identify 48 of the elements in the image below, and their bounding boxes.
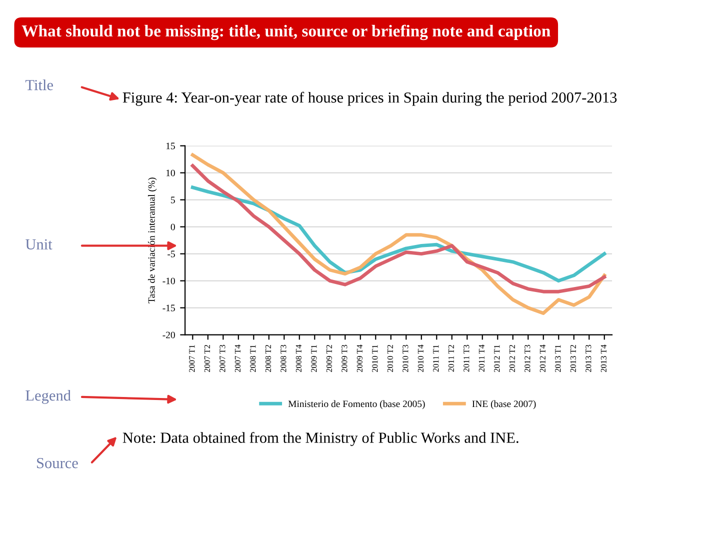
legend-label: Ministerio de Fomento (base 2005) <box>288 400 425 410</box>
x-tick-label: 2009 T3 <box>342 344 348 372</box>
x-tick-label: 2007 T2 <box>204 344 210 372</box>
y-tick-label: 10 <box>166 170 175 176</box>
x-tick-label: 2010 T2 <box>387 344 393 372</box>
y-axis-title: Tasa de variación interanual (%) <box>148 178 157 304</box>
x-tick-label: 2011 T4 <box>478 344 484 372</box>
x-tick-label: 2008 T3 <box>280 344 286 372</box>
legend-label: INE (base 2007) <box>472 400 536 410</box>
y-tick-label: -5 <box>168 250 175 258</box>
text: Unit <box>26 239 52 250</box>
x-tick-label: 2008 T2 <box>265 344 271 372</box>
x-tick-label: 2009 T2 <box>326 344 332 372</box>
x-tick-label: 2013 T4 <box>600 344 606 372</box>
text: Title <box>25 79 53 90</box>
x-tick-label: 2010 T4 <box>418 344 424 372</box>
x-tick-label: 2009 T1 <box>311 345 317 372</box>
x-tick-label: 2007 T4 <box>234 344 240 372</box>
line-series <box>190 164 606 294</box>
x-tick-label: 2012 T2 <box>509 344 515 372</box>
x-tick-label: 2011 T3 <box>464 344 470 372</box>
x-tick-label: 2011 T1 <box>433 345 439 372</box>
text: Source <box>37 458 78 468</box>
x-tick-label: 2011 T2 <box>448 344 454 372</box>
chart-title: Figure 4: Year-on-year rate of house prices in Spain during the period 2007-2013 <box>122 92 617 106</box>
y-tick-label: -20 <box>162 332 175 338</box>
x-tick-label: 2010 T3 <box>402 344 408 372</box>
x-tick-label: 2013 T1 <box>555 345 561 372</box>
y-tick-label: 5 <box>171 196 175 204</box>
line-series <box>190 153 606 315</box>
text: Note: Data obtained from the Ministry of Public Works and INE. <box>122 432 518 446</box>
x-tick-label: 2012 T3 <box>524 344 530 372</box>
text: What should not be missing: title, unit, source or briefing note and caption <box>22 24 550 40</box>
x-tick-label: 2013 T3 <box>586 344 592 372</box>
x-tick-label: 2007 T1 <box>189 345 195 372</box>
x-tick-label: 2013 T2 <box>570 344 576 372</box>
x-tick-label: 2012 T4 <box>540 344 546 372</box>
y-tick-label: -15 <box>162 304 175 312</box>
x-tick-label: 2010 T1 <box>372 345 378 372</box>
text: Legend <box>26 390 71 404</box>
y-tick-label: 15 <box>166 142 175 150</box>
y-tick-label: 0 <box>170 224 175 230</box>
x-tick-label: 2012 T1 <box>494 345 500 372</box>
x-tick-label: 2007 T3 <box>220 344 226 372</box>
y-tick-label: -10 <box>162 278 175 284</box>
x-tick-label: 2008 T4 <box>296 344 302 372</box>
x-tick-label: 2009 T4 <box>356 344 362 372</box>
x-tick-label: 2008 T1 <box>250 345 256 372</box>
